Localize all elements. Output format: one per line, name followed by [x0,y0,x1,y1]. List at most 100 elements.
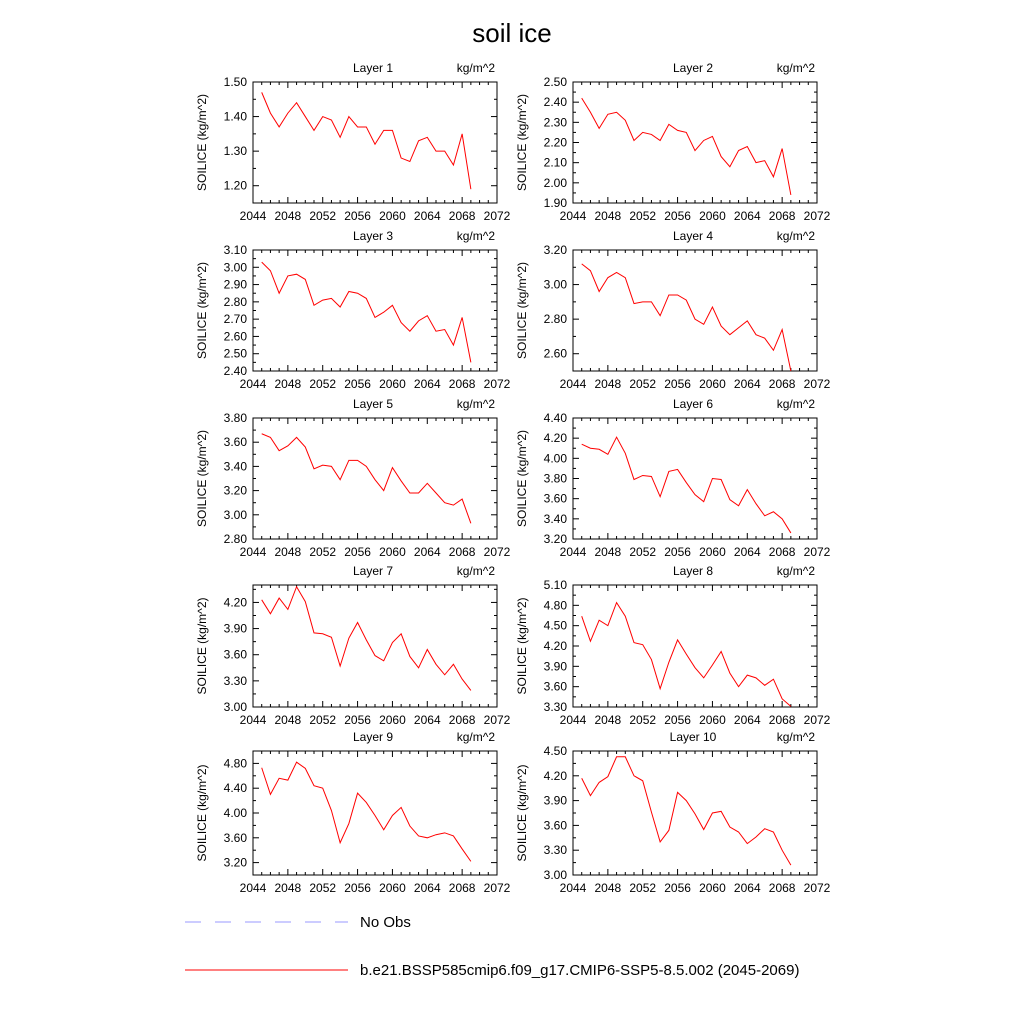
panel-layer-7: 2044 2048 2052 2056 2060 2064 2068 2072 3.00 3.30… [195,564,511,727]
x-tick-label: 2072 [484,713,511,727]
panel-title: Layer 3 [353,229,393,243]
x-tick-label: 2056 [664,377,691,391]
series-line [261,433,472,524]
figure-title: soil ice [472,18,551,48]
panel-units: kg/m^2 [777,397,816,411]
x-tick-label: 2056 [344,377,371,391]
x-tick-label: 2064 [734,377,761,391]
panel-units: kg/m^2 [457,61,496,75]
x-tick-label: 2060 [379,209,406,223]
x-tick-label: 2044 [560,545,587,559]
x-tick-label: 2060 [699,545,726,559]
x-tick-label: 2068 [449,209,476,223]
x-tick-label: 2052 [309,881,336,895]
series-line [261,585,472,691]
panel-units: kg/m^2 [777,229,816,243]
y-tick-label: 4.20 [544,769,568,783]
panel-units: kg/m^2 [457,229,496,243]
y-tick-label: 3.60 [224,435,248,449]
y-axis-label: SOILICE (kg/m^2) [195,94,209,191]
x-tick-label: 2068 [769,377,796,391]
y-tick-label: 3.90 [224,622,248,636]
y-tick-label: 3.20 [544,243,568,257]
y-tick-label: 3.00 [544,278,568,292]
panels: 2044 2048 2052 2056 2060 2064 2068 2072 1.20 1.30… [195,61,831,895]
x-tick-label: 2060 [699,377,726,391]
y-tick-label: 4.40 [544,411,568,425]
y-tick-label: 4.00 [544,451,568,465]
y-tick-label: 2.10 [544,156,568,170]
y-tick-label: 4.20 [224,595,248,609]
x-tick-label: 2044 [240,881,267,895]
series-line [581,436,792,534]
x-tick-label: 2068 [449,713,476,727]
x-tick-label: 2072 [804,881,831,895]
panel-title: Layer 10 [670,730,717,744]
x-tick-label: 2044 [240,713,267,727]
y-tick-label: 3.20 [224,856,248,870]
series-line [581,97,792,196]
x-tick-label: 2072 [484,209,511,223]
series-line [261,261,472,363]
panel-title: Layer 5 [353,397,393,411]
y-tick-label: 3.10 [224,243,248,257]
y-tick-label: 3.40 [544,512,568,526]
x-tick-label: 2052 [629,377,656,391]
series-line [581,756,792,866]
series-line [261,761,472,862]
legend-model-label: b.e21.BSSP585cmip6.f09_g17.CMIP6-SSP5-8.… [360,962,799,979]
y-tick-label: 2.60 [544,347,568,361]
y-tick-label: 3.40 [224,459,248,473]
panel-units: kg/m^2 [457,397,496,411]
x-tick-label: 2052 [629,545,656,559]
y-axis-label: SOILICE (kg/m^2) [195,765,209,862]
y-tick-label: 3.00 [224,260,248,274]
y-tick-label: 4.00 [224,806,248,820]
y-tick-label: 3.60 [544,492,568,506]
y-axis-label: SOILICE (kg/m^2) [515,765,529,862]
x-tick-label: 2052 [629,713,656,727]
y-axis-label: SOILICE (kg/m^2) [195,598,209,695]
y-tick-label: 5.10 [544,578,568,592]
y-tick-label: 3.60 [224,831,248,845]
y-axis-label: SOILICE (kg/m^2) [195,430,209,527]
y-axis-label: SOILICE (kg/m^2) [195,262,209,359]
y-axis-label: SOILICE (kg/m^2) [515,262,529,359]
x-tick-label: 2060 [379,881,406,895]
y-tick-label: 3.20 [224,484,248,498]
x-tick-label: 2064 [734,713,761,727]
y-tick-label: 4.80 [224,756,248,770]
x-tick-label: 2072 [804,209,831,223]
x-tick-label: 2056 [344,545,371,559]
x-tick-label: 2044 [240,545,267,559]
x-tick-label: 2068 [449,545,476,559]
y-tick-label: 2.80 [224,532,248,546]
y-tick-label: 2.80 [544,312,568,326]
panel-layer-4: 2044 2048 2052 2056 2060 2064 2068 2072 2.60 2.80… [515,229,831,391]
y-tick-label: 4.20 [544,639,568,653]
y-tick-label: 2.50 [544,75,568,89]
x-tick-label: 2072 [484,881,511,895]
x-tick-label: 2060 [699,881,726,895]
y-tick-label: 3.80 [544,472,568,486]
x-tick-label: 2048 [595,545,622,559]
x-tick-label: 2048 [275,209,302,223]
y-tick-label: 1.40 [224,110,248,124]
series-line [581,263,792,372]
y-tick-label: 1.20 [224,179,248,193]
x-tick-label: 2048 [595,881,622,895]
panel-title: Layer 1 [353,61,393,75]
x-tick-label: 2060 [699,713,726,727]
series-line [261,92,472,190]
x-tick-label: 2072 [804,545,831,559]
y-tick-label: 2.70 [224,312,248,326]
x-tick-label: 2044 [240,377,267,391]
x-tick-label: 2056 [344,713,371,727]
x-tick-label: 2048 [275,545,302,559]
y-axis-label: SOILICE (kg/m^2) [515,598,529,695]
panel-units: kg/m^2 [777,730,816,744]
x-tick-label: 2060 [379,377,406,391]
legend: No Obs b.e21.BSSP585cmip6.f09_g17.CMIP6-… [185,914,799,979]
x-tick-label: 2072 [484,377,511,391]
panel-title: Layer 4 [673,229,713,243]
